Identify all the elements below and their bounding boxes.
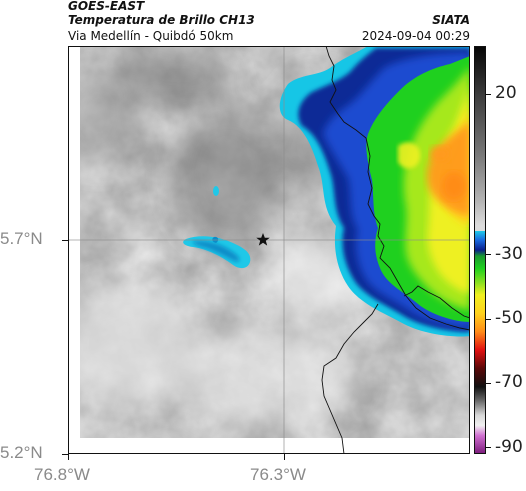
lat-tick-label: 5.2°N (0, 443, 43, 462)
colorbar-tick-label: -90 (495, 436, 523, 457)
colorbar-tick-mark (486, 447, 491, 449)
lon-tick-label: 76.8°W (34, 465, 90, 484)
map-frame (68, 46, 470, 454)
org-label: SIATA (432, 13, 470, 27)
no-data-strip (68, 438, 470, 454)
colorbar (474, 46, 486, 454)
location-star-marker (256, 233, 270, 246)
lon-tick-label: 76.3°W (250, 465, 306, 484)
lat-tick-mark (62, 239, 68, 241)
colorbar-tick-mark (486, 93, 491, 95)
datetime-label: 2024-09-04 00:29 (361, 29, 470, 43)
map-canvas (68, 46, 470, 454)
lat-tick-label: 5.7°N (0, 229, 43, 248)
colorbar-tick-label: -70 (495, 372, 523, 393)
colorbar-tick-label: -30 (495, 243, 523, 264)
colorbar-tick-mark (486, 254, 491, 256)
coastline-and-borders (321, 46, 470, 454)
no-data-strip-left (68, 46, 80, 454)
satellite-title: GOES-EAST (68, 0, 145, 13)
colorbar-tick-label: 20 (495, 83, 517, 104)
route-subtitle: Via Medellín - Quibdó 50km (68, 29, 234, 43)
lon-tick-mark (283, 454, 285, 460)
colorbar-tick-mark (486, 318, 491, 320)
cold-cloud-dot (213, 186, 219, 196)
graticule (68, 46, 470, 454)
cold-cloud-small-patch (183, 186, 251, 269)
product-title: Temperatura de Brillo CH13 (68, 13, 255, 27)
colorbar-tick-mark (486, 382, 491, 384)
brightness-temperature-map (68, 46, 470, 454)
lon-tick-mark (67, 454, 69, 460)
colorbar-tick-label: -50 (495, 308, 523, 329)
convective-system (279, 46, 470, 337)
lat-tick-mark (62, 453, 68, 455)
